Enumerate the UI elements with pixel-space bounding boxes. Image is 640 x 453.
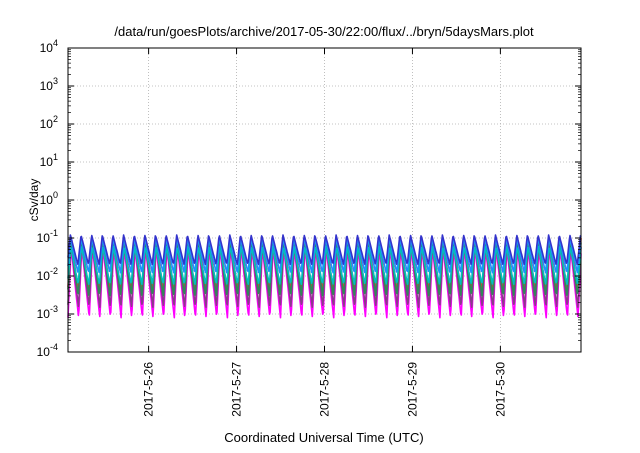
x-tick-label: 2017-5-29 [405, 362, 419, 417]
series-line [67, 245, 582, 286]
x-tick-label: 2017-5-30 [493, 362, 507, 417]
y-tick-label: 101 [40, 152, 58, 169]
y-tick-label: 102 [40, 114, 58, 131]
y-tick-label: 10-1 [37, 228, 58, 245]
x-tick-label: 2017-5-26 [142, 362, 156, 417]
x-axis: 2017-5-26 2017-5-27 2017-5-28 2017-5-29 2017… [142, 48, 507, 417]
y-tick-label: 10-4 [37, 342, 58, 359]
series-layer [67, 234, 582, 319]
y-axis: 10-4 10-3 10-2 10-1 100 101 102 103 104 [37, 38, 581, 359]
y-tick-label: 100 [40, 190, 58, 207]
x-tick-label: 2017-5-28 [318, 362, 332, 417]
y-tick-label: 104 [40, 38, 58, 55]
series-line [67, 234, 582, 266]
x-tick-label: 2017-5-27 [230, 362, 244, 417]
chart-title: /data/run/goesPlots/archive/2017-05-30/2… [114, 24, 534, 39]
y-tick-label: 103 [40, 76, 58, 93]
y-tick-label: 10-2 [37, 266, 58, 283]
y-axis-label: cSv/day [27, 179, 41, 222]
x-axis-label: Coordinated Universal Time (UTC) [224, 430, 423, 445]
y-tick-label: 10-3 [37, 304, 58, 321]
